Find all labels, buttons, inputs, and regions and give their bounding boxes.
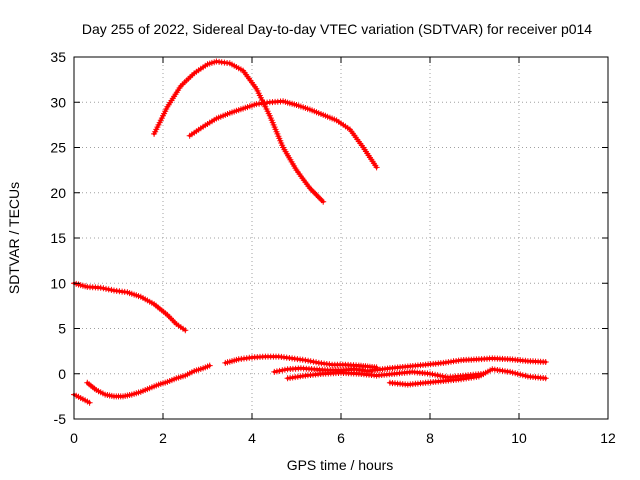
x-tick-label: 10 (511, 430, 527, 446)
series-1 (71, 280, 189, 334)
grid (74, 57, 608, 419)
y-tick-label: 35 (50, 49, 66, 65)
x-tick-label: 0 (70, 430, 78, 446)
chart-title: Day 255 of 2022, Sidereal Day-to-day VTE… (82, 21, 592, 37)
series-3 (186, 98, 380, 171)
data-point (276, 367, 283, 374)
data-point (542, 359, 549, 365)
y-tick-label: 20 (50, 185, 66, 201)
data-point (100, 285, 107, 292)
y-tick-label: 30 (50, 94, 66, 110)
data-point (439, 373, 446, 380)
x-tick-label: 6 (337, 430, 345, 446)
series-6 (222, 353, 380, 371)
y-tick-label: 0 (58, 366, 66, 382)
data-point (514, 370, 521, 377)
data-point (373, 164, 380, 171)
series-track (188, 99, 379, 169)
x-tick-label: 8 (426, 430, 434, 446)
series-9 (284, 368, 487, 382)
y-tick-label: 25 (50, 140, 66, 156)
data-point (313, 359, 320, 366)
data-point (519, 372, 526, 379)
series-track (152, 60, 325, 204)
y-tick-label: -5 (54, 411, 67, 427)
y-tick-label: 15 (50, 230, 66, 246)
data-point (182, 327, 189, 334)
data-point (108, 286, 115, 293)
data-point (305, 357, 312, 364)
y-tick-label: 5 (58, 321, 66, 337)
x-tick-label: 4 (248, 430, 256, 446)
data-point (86, 399, 93, 406)
x-tick-label: 2 (159, 430, 167, 446)
y-tick-label: 10 (50, 275, 66, 291)
series-track (85, 364, 212, 398)
data-point (480, 370, 487, 377)
data-point (542, 375, 549, 382)
series-8 (386, 366, 549, 388)
data-point (509, 369, 516, 376)
y-axis-label: SDTVAR / TECUs (6, 182, 22, 294)
data-point (281, 366, 288, 373)
x-tick-label: 12 (600, 430, 616, 446)
data-point (320, 198, 327, 205)
series-7 (271, 355, 549, 375)
x-axis-label: GPS time / hours (287, 457, 394, 473)
data-point (206, 362, 213, 369)
series-2 (151, 58, 327, 205)
data-series (71, 58, 549, 406)
series-5 (84, 362, 213, 400)
